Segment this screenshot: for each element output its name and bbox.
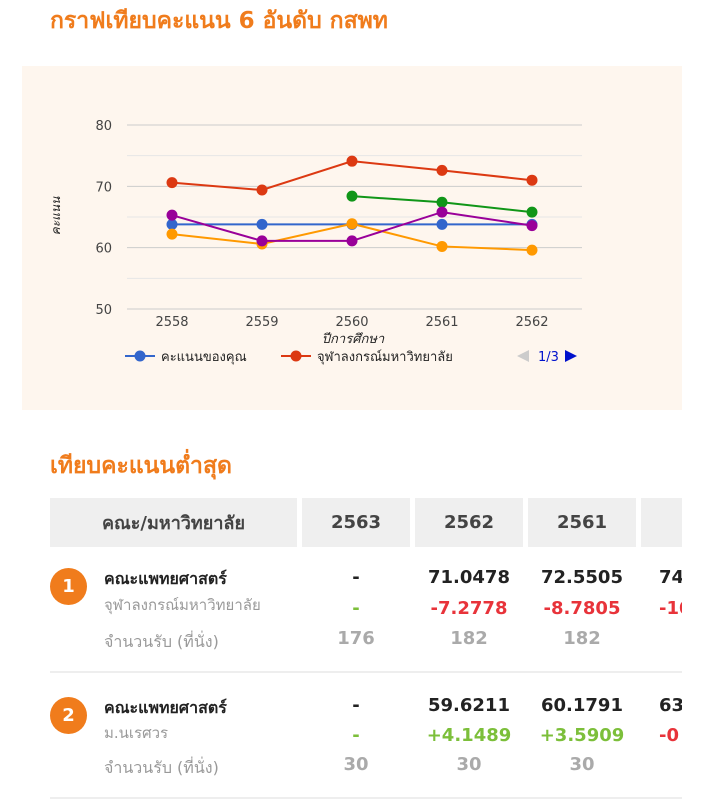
- page-title: กราฟเทียบคะแนน 6 อันดับ กสพท: [50, 8, 388, 34]
- legend-marker-chula: [290, 350, 302, 362]
- series-4: [166, 206, 538, 247]
- x-axis-label: ปีการศึกษา: [322, 331, 385, 347]
- legend-label-chula[interactable]: จุฬาลงกรณ์มหาวิทยาลัย: [317, 349, 453, 365]
- data-point[interactable]: [526, 244, 538, 256]
- legend-page-indicator: 1/3: [538, 350, 559, 365]
- rank-badge: 1: [50, 568, 87, 605]
- data-point[interactable]: [346, 155, 358, 167]
- x-tick-label: 2560: [335, 315, 368, 330]
- chart-legend: คะแนนของคุณ จุฬาลงกรณ์มหาวิทยาลัย 1/3: [125, 349, 577, 365]
- table-row[interactable]: 2 คณะแพทยศาสตร์ ม.นเรศวร จำนวนรับ (ที่นั…: [50, 681, 682, 800]
- data-point[interactable]: [526, 174, 538, 186]
- y-axis-label: คะแนน: [49, 196, 63, 235]
- series-3: [346, 190, 538, 218]
- diff-2560: -10: [659, 598, 682, 619]
- seats-2561: 30: [569, 754, 595, 775]
- diff-2562: -7.2778: [430, 598, 508, 619]
- score-chart: 50 60 70 80 2558 2559 2560 2561 2562 ปีการศึกษา…: [22, 66, 682, 410]
- data-point[interactable]: [166, 228, 178, 240]
- data-point[interactable]: [436, 240, 448, 252]
- seats-2562: 30: [456, 754, 482, 775]
- legend-label-your-score[interactable]: คะแนนของคุณ: [161, 350, 247, 365]
- legend-marker-your-score: [134, 350, 146, 362]
- data-point[interactable]: [346, 235, 358, 247]
- data-point[interactable]: [346, 190, 358, 202]
- y-tick-label: 60: [95, 242, 112, 257]
- score-2563: -: [352, 567, 360, 588]
- legend-prev-icon[interactable]: [517, 350, 529, 362]
- row-divider: [50, 797, 682, 799]
- x-tick-label: 2561: [425, 315, 458, 330]
- seat-label: จำนวนรับ (ที่นั่ง): [104, 758, 219, 777]
- data-point[interactable]: [526, 206, 538, 218]
- data-point[interactable]: [166, 218, 178, 230]
- data-point[interactable]: [346, 218, 358, 230]
- data-point[interactable]: [436, 206, 448, 218]
- faculty-name: คณะแพทยศาสตร์: [104, 698, 227, 717]
- score-2563: -: [352, 695, 360, 716]
- university-name: ม.นเรศวร: [104, 724, 169, 742]
- score-2561: 72.5505: [541, 567, 623, 588]
- score-2560: 74: [659, 567, 682, 588]
- line-chart: 50 60 70 80 2558 2559 2560 2561 2562 ปีการศึกษา…: [49, 119, 582, 365]
- data-point[interactable]: [436, 196, 448, 208]
- row-divider: [50, 671, 682, 673]
- seats-2563: 176: [337, 628, 375, 649]
- data-point[interactable]: [166, 177, 178, 189]
- legend-next-icon[interactable]: [565, 350, 577, 362]
- seats-2562: 182: [450, 628, 488, 649]
- score-2562: 71.0478: [428, 567, 510, 588]
- header-year-2562: 2562: [415, 498, 523, 547]
- university-name: จุฬาลงกรณ์มหาวิทยาลัย: [104, 596, 261, 614]
- score-2561: 60.1791: [541, 695, 623, 716]
- score-2562: 59.6211: [428, 695, 510, 716]
- y-tick-label: 50: [95, 303, 112, 318]
- data-point[interactable]: [436, 164, 448, 176]
- x-tick-label: 2559: [245, 315, 278, 330]
- header-year-2561: 2561: [528, 498, 636, 547]
- header-year-2560: 2: [641, 498, 682, 547]
- seat-label: จำนวนรับ (ที่นั่ง): [104, 632, 219, 651]
- data-point[interactable]: [436, 218, 448, 230]
- x-tick-label: 2558: [155, 315, 188, 330]
- x-tick-label: 2562: [515, 315, 548, 330]
- seats-2561: 182: [563, 628, 601, 649]
- rank-badge: 2: [50, 697, 87, 734]
- y-tick-label: 80: [95, 119, 112, 134]
- diff-2561: +3.5909: [539, 725, 625, 746]
- faculty-name: คณะแพทยศาสตร์: [104, 569, 227, 588]
- data-point[interactable]: [526, 220, 538, 232]
- y-tick-label: 70: [95, 180, 112, 195]
- data-point[interactable]: [256, 218, 268, 230]
- series-1: [166, 155, 538, 196]
- diff-2563: -: [352, 598, 360, 619]
- data-point[interactable]: [256, 235, 268, 247]
- score-table: คณะ/มหาวิทยาลัย 2563 2562 2561 2 1 คณะแพ…: [50, 498, 682, 800]
- diff-2560: -0: [659, 725, 679, 746]
- table-row[interactable]: 1 คณะแพทยศาสตร์ จุฬาลงกรณ์มหาวิทยาลัย จำ…: [50, 555, 682, 683]
- header-year-2563: 2563: [302, 498, 410, 547]
- diff-2563: -: [352, 725, 360, 746]
- seats-2563: 30: [343, 754, 369, 775]
- data-point[interactable]: [166, 209, 178, 221]
- header-faculty: คณะ/มหาวิทยาลัย: [50, 498, 297, 547]
- diff-2561: -8.7805: [543, 598, 621, 619]
- data-point[interactable]: [256, 184, 268, 196]
- diff-2562: +4.1489: [426, 725, 512, 746]
- score-2560: 63: [659, 695, 682, 716]
- section-title: เทียบคะแนนต่ำสุด: [50, 453, 232, 479]
